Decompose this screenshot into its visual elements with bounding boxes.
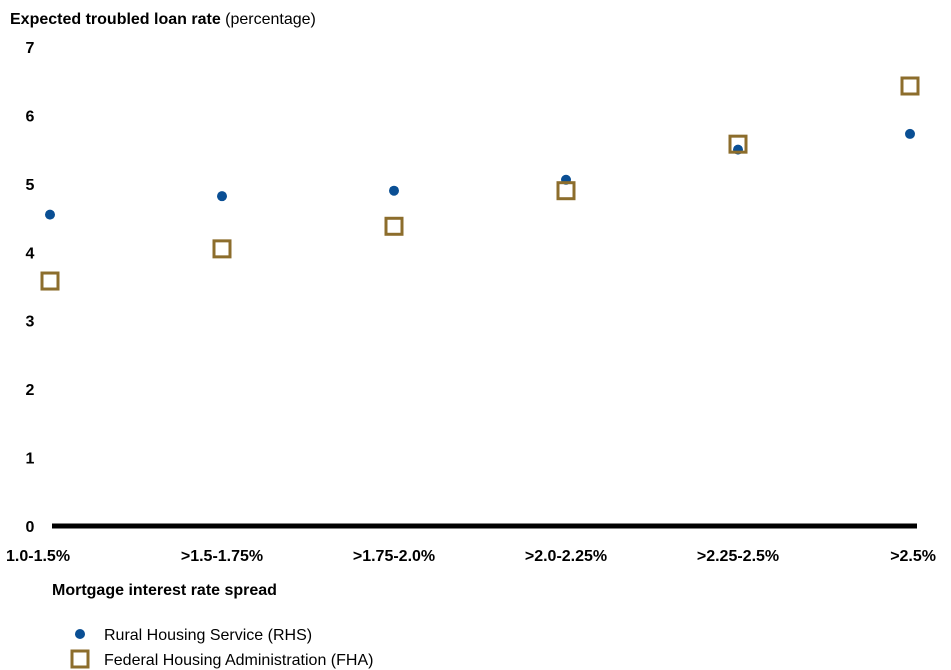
fha-point (900, 76, 920, 96)
rhs-point (905, 128, 915, 139)
y-tick-label: 7 (26, 40, 35, 57)
y-tick-label: 3 (26, 314, 35, 331)
fha-point (384, 216, 404, 236)
x-tick-label: >2.5% (890, 548, 936, 565)
y-tick-label: 0 (26, 519, 35, 536)
y-axis-ticks: 0 1 2 3 4 5 6 7 (26, 40, 35, 536)
fha-point (212, 239, 232, 259)
y-tick-label: 5 (26, 177, 35, 194)
y-tick-label: 2 (26, 382, 35, 399)
chart-title-unit: (percentage) (221, 11, 316, 28)
x-axis-label: Mortgage interest rate spread (52, 582, 277, 599)
x-tick-label: >2.25-2.5% (697, 548, 779, 565)
fha-point (556, 181, 576, 201)
y-tick-label: 1 (26, 451, 35, 468)
x-tick-label: >1.75-2.0% (353, 548, 435, 565)
rhs-point (217, 191, 227, 202)
x-tick-label: >1.5-1.75% (181, 548, 263, 565)
legend-label: Rural Housing Service (RHS) (104, 627, 312, 644)
chart-title-bold: Expected troubled loan rate (10, 11, 221, 28)
x-tick-label: 1.0-1.5% (6, 548, 70, 565)
y-tick-label: 4 (26, 245, 35, 262)
fha-point (728, 134, 748, 154)
chart-title: Expected troubled loan rate (percentage) (10, 11, 316, 28)
legend: Rural Housing Service (RHS) Federal Housi… (70, 627, 373, 669)
x-tick-label: >2.0-2.25% (525, 548, 607, 565)
legend-circle-marker (75, 629, 85, 639)
y-tick-label: 6 (26, 108, 35, 125)
legend-square-marker (70, 649, 90, 669)
rhs-point (389, 185, 399, 196)
x-axis-ticks: 1.0-1.5% >1.5-1.75% >1.75-2.0% >2.0-2.25% >2… (6, 548, 936, 565)
data-points (40, 76, 920, 291)
legend-label: Federal Housing Administration (FHA) (104, 652, 373, 669)
rhs-point (45, 209, 55, 220)
fha-point (40, 271, 60, 291)
